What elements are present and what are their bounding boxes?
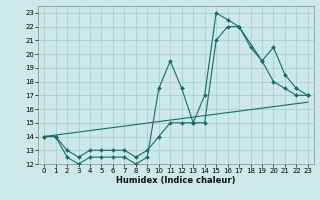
X-axis label: Humidex (Indice chaleur): Humidex (Indice chaleur) <box>116 176 236 185</box>
